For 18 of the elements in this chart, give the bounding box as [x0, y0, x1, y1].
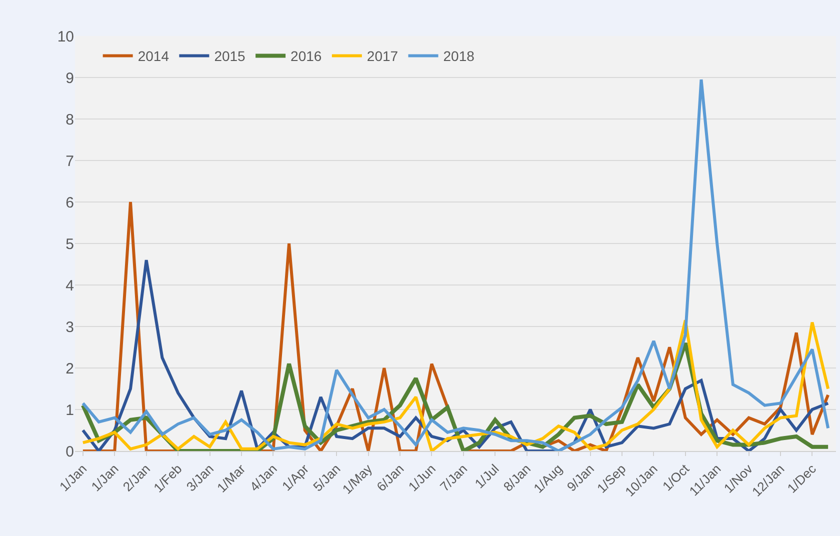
y-tick-label: 0	[66, 443, 74, 460]
y-tick-label: 9	[66, 70, 74, 87]
legend-label: 2018	[443, 48, 475, 64]
y-tick-label: 6	[66, 194, 74, 212]
line-series	[81, 318, 830, 451]
y-tick-label: 10	[57, 28, 74, 46]
line-series	[81, 78, 830, 451]
legend-label: 2015	[214, 48, 246, 64]
legend-label: 2016	[290, 48, 322, 64]
legend-label: 2014	[138, 48, 170, 64]
y-tick-label: 3	[66, 318, 74, 336]
y-tick-label: 5	[66, 236, 74, 253]
y-tick-label: 1	[66, 402, 74, 419]
y-tick-label: 7	[66, 152, 74, 170]
y-tick-label: 2	[66, 360, 74, 378]
y-tick-label: 8	[66, 111, 74, 128]
y-tick-label: 4	[66, 277, 74, 294]
legend-label: 2017	[366, 48, 398, 64]
